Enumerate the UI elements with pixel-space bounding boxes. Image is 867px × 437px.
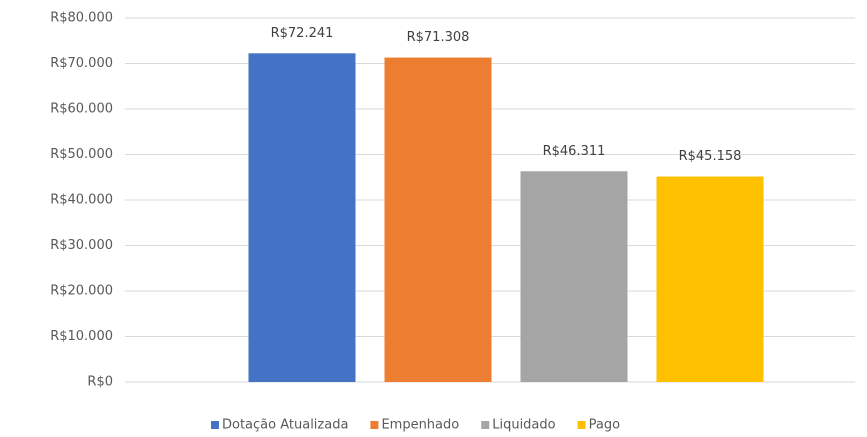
value-label: R$45.158 [679, 149, 742, 164]
legend-label: Pago [589, 418, 620, 433]
bar [248, 53, 356, 382]
legend-label: Liquidado [492, 418, 555, 433]
y-tick-label: R$30.000 [50, 238, 113, 253]
legend-swatch [370, 421, 379, 429]
y-tick-label: R$0 [87, 375, 113, 390]
y-tick-label: R$60.000 [50, 102, 113, 117]
value-label: R$71.308 [407, 30, 470, 45]
y-tick-label: R$70.000 [50, 56, 113, 71]
legend-swatch [211, 421, 219, 429]
y-tick-label: R$50.000 [50, 147, 113, 162]
legend-swatch [577, 421, 586, 429]
legend-label: Empenhado [381, 418, 459, 433]
bar [656, 176, 764, 382]
legend-label: Dotação Atualizada [222, 418, 348, 433]
y-tick-label: R$10.000 [50, 329, 113, 344]
value-label: R$46.311 [543, 144, 606, 159]
bar [384, 57, 492, 383]
value-label: R$72.241 [271, 26, 334, 41]
y-tick-label: R$80.000 [50, 11, 113, 26]
legend-swatch [481, 421, 490, 429]
bar [520, 171, 628, 382]
y-tick-label: R$20.000 [50, 284, 113, 299]
y-tick-label: R$40.000 [50, 193, 113, 208]
